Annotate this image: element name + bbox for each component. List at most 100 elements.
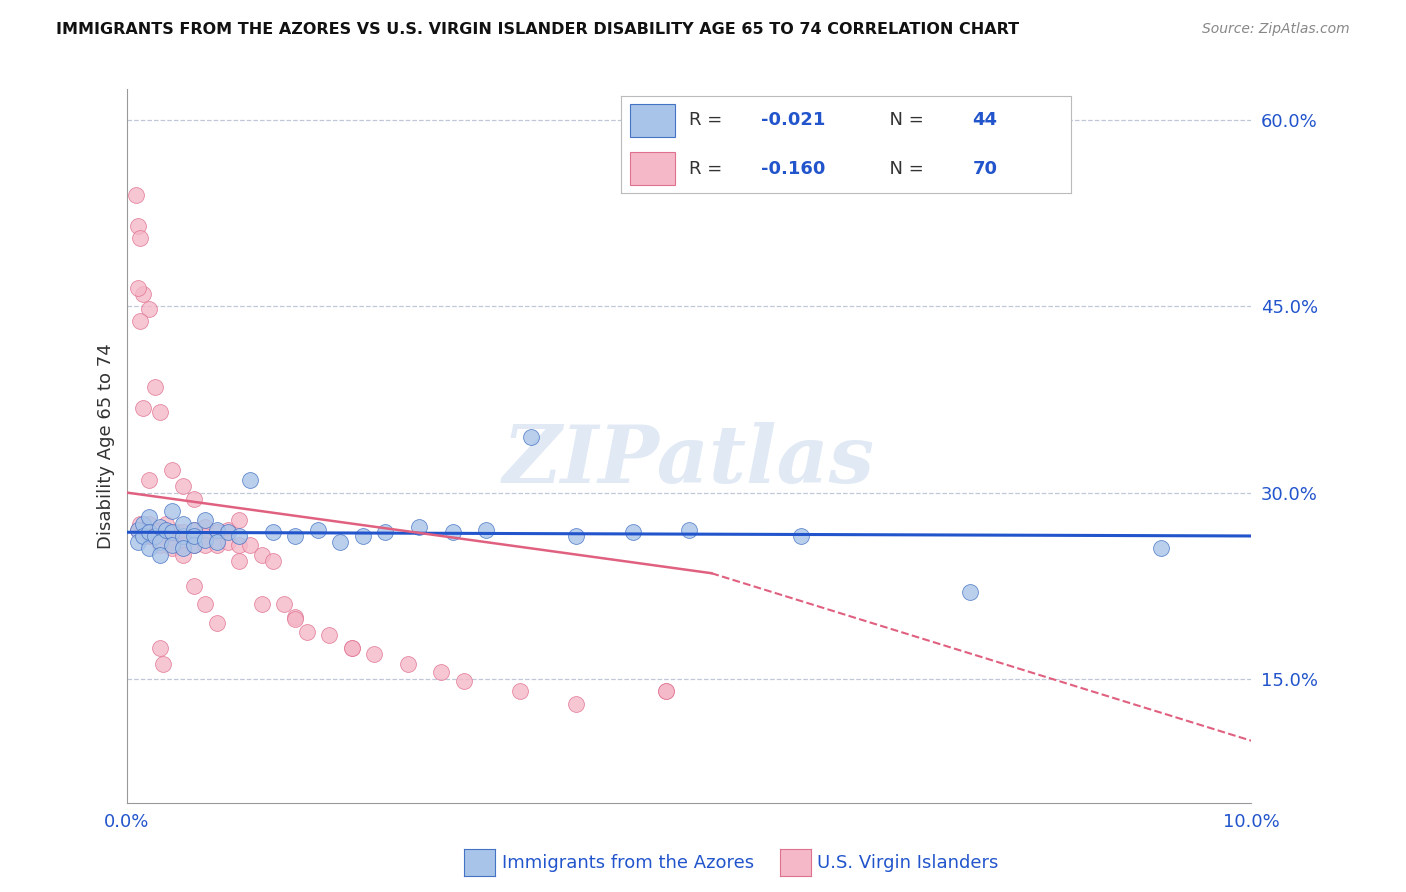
Point [127,535,149,549]
Point [152,657,174,671]
Point [959,584,981,599]
Point [217,523,239,537]
Point [520,430,543,444]
Point [205,523,228,537]
Point [127,523,149,537]
Point [239,538,262,552]
Point [132,523,155,537]
Point [228,513,250,527]
Point [194,520,217,534]
Point [149,520,172,534]
Point [124,187,146,202]
Point [205,535,228,549]
Point [183,538,205,552]
Point [160,529,183,543]
Point [172,479,194,493]
Point [430,665,453,680]
Point [217,525,239,540]
Point [408,520,430,534]
Point [160,504,183,518]
Point [565,529,588,543]
Point [655,684,678,698]
Point [183,579,205,593]
Point [284,612,307,626]
Point [155,523,177,537]
Point [143,380,166,394]
Point [194,538,217,552]
Point [138,541,160,556]
Point [132,401,155,416]
Point [149,523,172,537]
Point [475,523,498,537]
Point [149,535,172,549]
Point [138,301,160,316]
Point [143,529,166,543]
Y-axis label: Disability Age 65 to 74: Disability Age 65 to 74 [97,343,115,549]
Point [329,535,352,549]
Point [194,597,217,611]
Point [228,529,250,543]
Point [172,541,194,556]
Point [138,525,160,540]
Point [194,513,217,527]
Point [127,281,149,295]
Point [141,529,163,543]
Point [172,538,194,552]
Point [129,314,152,328]
Point [143,529,166,543]
Point [228,554,250,568]
Point [228,538,250,552]
Point [160,535,183,549]
Point [183,538,205,552]
Point [1150,541,1173,556]
Point [295,624,318,639]
Point [239,473,262,487]
Point [352,529,374,543]
Point [127,523,149,537]
Point [453,674,475,689]
Point [138,529,160,543]
Point [250,597,273,611]
Point [183,529,205,543]
Point [160,541,183,556]
Point [160,463,183,477]
Point [621,525,644,540]
Point [138,473,160,487]
Text: Immigrants from the Azores: Immigrants from the Azores [502,854,754,871]
Point [363,647,385,661]
Point [318,628,340,642]
Point [132,287,155,301]
Point [149,640,172,655]
Point [678,523,700,537]
Point [138,510,160,524]
Point [250,548,273,562]
Point [183,523,205,537]
Point [166,525,188,540]
Point [160,525,183,540]
Point [132,516,155,531]
Point [307,523,329,537]
Point [194,533,217,547]
Point [129,231,152,245]
Point [172,525,194,540]
Point [127,219,149,233]
Point [149,538,172,552]
Point [132,529,155,543]
Point [194,529,217,543]
Point [340,640,363,655]
Point [262,525,284,540]
Point [157,525,180,540]
Point [155,516,177,531]
Point [217,535,239,549]
Point [205,525,228,540]
Point [149,548,172,562]
Point [396,657,419,671]
Point [790,529,813,543]
Point [183,523,205,537]
Point [262,554,284,568]
Point [138,516,160,531]
Point [172,516,194,531]
Point [143,529,166,543]
Point [565,697,588,711]
Point [284,609,307,624]
